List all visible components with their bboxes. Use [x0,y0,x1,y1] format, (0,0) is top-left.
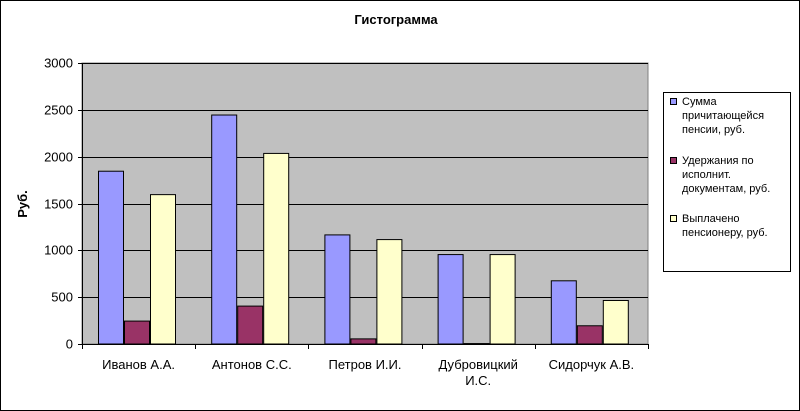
x-tick-label-line: Дубровицкий [438,357,517,372]
legend-label-line: Сумма [682,96,717,108]
y-tick-label: 1500 [44,197,73,212]
x-tick-label: Сидорчук А.В. [549,357,635,372]
bar-series-3 [489,254,516,345]
x-tick-label: Антонов С.С. [212,357,292,372]
bar-series-3 [602,299,629,345]
x-tick-label-line: Иванов А.А. [102,357,175,372]
chart-title: Гистограмма [354,12,438,27]
bar-series-1 [437,254,464,345]
bar-series-2 [463,343,490,345]
x-tick-label-line: И.С. [465,373,491,388]
bar-series-2 [124,320,150,345]
plot-area: 0 500 1000 1500 2000 2500 3000 Иванов А.А. Антон… [44,56,649,388]
legend-label-line: пенсии, руб. [682,124,745,136]
legend-label-line: пенсионеру, руб. [682,227,768,239]
x-tick-label-line: Антонов С.С. [212,357,292,372]
x-tick-label: Петров И.И. [329,357,402,372]
x-tick-label: Дубровицкий И.С. [438,357,517,388]
x-tick-label: Иванов А.А. [102,357,175,372]
y-axis-label: Руб. [15,190,30,218]
bar-series-2 [350,338,377,345]
y-tick-label: 2000 [44,150,73,165]
bar-series-1 [211,114,238,345]
legend: Сумма причитающейся пенсии, руб. Удержания … [663,92,791,272]
bar-series-3 [376,239,403,345]
x-tick-label-line: Петров И.И. [329,357,402,372]
y-tick-label: 0 [66,337,73,352]
y-tick-label: 2500 [44,103,73,118]
bar-series-3 [263,152,290,345]
bar-series-2 [576,325,603,345]
bar-series-2 [237,305,264,345]
legend-label-line: причитающейся [682,110,764,122]
legend-label-2: Удержания по исполнит. документам, руб. [682,155,770,195]
y-tick-label: 500 [51,290,73,305]
legend-label-3: Выплачено пенсионеру, руб. [682,213,768,239]
legend-label-line: Удержания по [682,155,754,167]
legend-label-line: документам, руб. [682,183,770,195]
legend-label-line: Выплачено [682,213,740,225]
legend-swatch-2 [670,157,677,164]
legend-swatch-1 [670,98,677,105]
legend-swatch-3 [670,215,677,222]
bar-series-1 [324,234,351,345]
legend-label-1: Сумма причитающейся пенсии, руб. [682,96,764,136]
y-tick-label: 1000 [44,243,73,258]
bar-series-3 [150,194,176,345]
legend-box [663,92,791,272]
y-tick-label: 3000 [44,56,73,71]
x-tick-label-line: Сидорчук А.В. [549,357,635,372]
legend-label-line: исполнит. [682,169,731,181]
bar-series-1 [550,280,577,345]
bar-series-1 [98,170,124,345]
